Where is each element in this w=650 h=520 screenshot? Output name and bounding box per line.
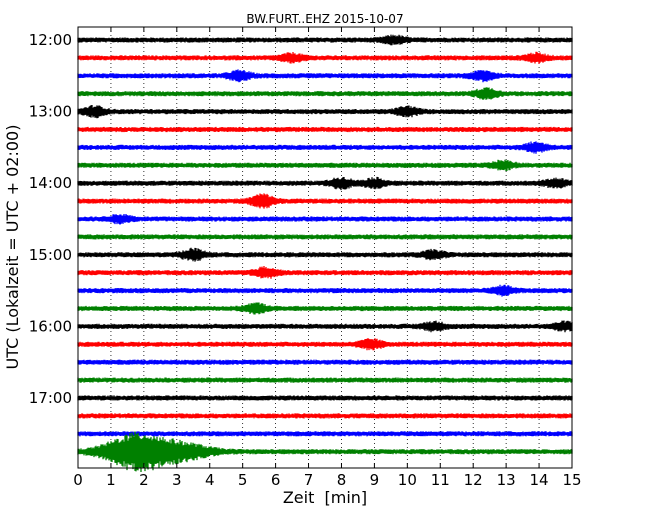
x-tick-label: 10: [398, 471, 417, 489]
grid-lines: [110, 27, 540, 468]
x-tick-label: 1: [106, 471, 116, 489]
x-tick-label: 14: [530, 471, 549, 489]
y-tick-label: 16:00: [29, 317, 72, 335]
plot-frame: [77, 26, 573, 469]
x-tick-label: 8: [337, 471, 347, 489]
y-tick-label: 17:00: [29, 389, 72, 407]
plot-background: [78, 27, 572, 468]
y-tick-label: 15:00: [29, 246, 72, 264]
x-axis: 0 1 2 3 4 5 6 7 8 9 10 11 12 13 14 15: [73, 27, 582, 489]
y-tick-label: 14:00: [29, 174, 72, 192]
x-tick-label: 0: [73, 471, 83, 489]
y-tick-label: 13:00: [29, 103, 72, 121]
x-tick-label: 12: [464, 471, 483, 489]
x-tick-label: 5: [238, 471, 248, 489]
y-tick-label: 12:00: [29, 31, 72, 49]
x-tick-label: 3: [172, 471, 182, 489]
y-axis: 12:00 13:00 14:00 15:00 16:00 17:00: [29, 31, 572, 407]
x-tick-label: 9: [370, 471, 380, 489]
x-tick-label: 11: [431, 471, 450, 489]
x-tick-label: 4: [205, 471, 215, 489]
x-axis-label: Zeit [min]: [283, 488, 367, 507]
x-tick-label: 13: [497, 471, 516, 489]
chart-title: BW.FURT..EHZ 2015-10-07: [246, 12, 403, 26]
y-axis-label: UTC (Lokalzeit = UTC + 02:00): [3, 125, 22, 370]
x-tick-label: 15: [562, 471, 581, 489]
x-tick-label: 6: [271, 471, 281, 489]
x-tick-label: 2: [139, 471, 149, 489]
x-tick-label: 7: [304, 471, 314, 489]
